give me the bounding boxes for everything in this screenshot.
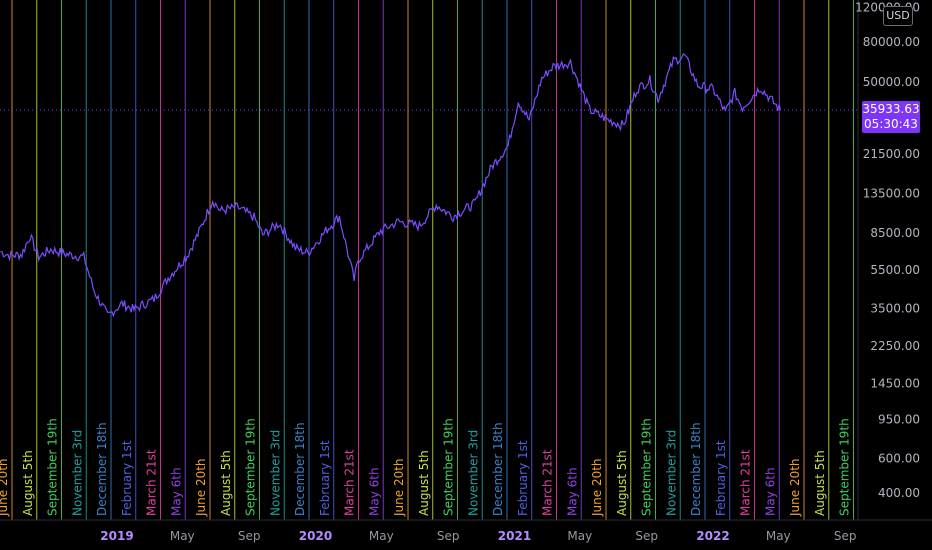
bar-countdown: 05:30:43 — [864, 117, 918, 131]
time-axis[interactable]: 2019 May Sep 2020 May Sep 2021 May Sep 2022 May Sep — [100, 529, 856, 543]
time-tick-year: 2019 — [100, 529, 133, 543]
time-tick-year: 2021 — [498, 529, 531, 543]
cycle-label: November 3rd — [70, 430, 84, 516]
cycle-label: February 1st — [120, 440, 134, 516]
price-tick-label: 21500.00 — [863, 147, 920, 161]
cycle-label: August 5th — [417, 450, 431, 516]
cycle-label: December 18th — [293, 422, 307, 516]
cycle-label: June 20th — [392, 458, 406, 517]
cycle-label: March 21st — [739, 449, 753, 516]
cycle-label: August 5th — [813, 450, 827, 516]
price-axis-background — [858, 0, 932, 520]
last-price-label: 35933.63 05:30:43 — [862, 101, 920, 133]
cycle-label: June 20th — [194, 458, 208, 517]
cycle-labels: June 20th August 5th September 19th Novembe… — [0, 418, 852, 517]
price-tick-label: 400.00 — [878, 486, 920, 500]
cycle-label: September 19th — [838, 418, 852, 516]
time-tick-month: Sep — [834, 529, 857, 543]
time-tick-month: May — [766, 529, 791, 543]
cycle-label: February 1st — [516, 440, 530, 516]
cycle-label: March 21st — [145, 449, 159, 516]
cycle-label: September 19th — [46, 418, 60, 516]
time-axis-background — [0, 520, 932, 550]
cycle-label: August 5th — [219, 450, 233, 516]
currency-button[interactable]: USD — [883, 6, 913, 26]
cycle-label: September 19th — [244, 418, 258, 516]
cycle-label: September 19th — [640, 418, 654, 516]
last-price-value: 35933.63 — [862, 102, 920, 116]
time-tick-month: May — [170, 529, 195, 543]
price-tick-label: 5500.00 — [870, 263, 920, 277]
time-tick-month: Sep — [437, 529, 460, 543]
time-tick-month: May — [567, 529, 592, 543]
time-tick-year: 2022 — [696, 529, 729, 543]
cycle-label: December 18th — [95, 422, 109, 516]
cycle-label: June 20th — [788, 458, 802, 517]
cycle-label: May 6th — [763, 467, 777, 516]
time-tick-month: Sep — [635, 529, 658, 543]
cycle-lines — [11, 0, 854, 520]
price-tick-label: 50000.00 — [863, 75, 920, 89]
cycle-label: May 6th — [169, 467, 183, 516]
price-tick-label: 600.00 — [878, 451, 920, 465]
cycle-label: February 1st — [714, 440, 728, 516]
cycle-label: September 19th — [442, 418, 456, 516]
cycle-label: June 20th — [590, 458, 604, 517]
price-tick-label: 13500.00 — [863, 186, 920, 200]
price-tick-label: 2250.00 — [870, 339, 920, 353]
time-tick-month: Sep — [238, 529, 261, 543]
cycle-label: May 6th — [565, 467, 579, 516]
cycle-label: November 3rd — [268, 430, 282, 516]
cycle-label: March 21st — [343, 449, 357, 516]
cycle-label: August 5th — [21, 450, 35, 516]
cycle-label: December 18th — [689, 422, 703, 516]
cycle-label: March 21st — [541, 449, 555, 516]
cycle-label: February 1st — [318, 440, 332, 516]
price-tick-label: 8500.00 — [870, 226, 920, 240]
cycle-label: June 20th — [0, 458, 10, 517]
time-tick-year: 2020 — [299, 529, 332, 543]
price-tick-label: 950.00 — [878, 412, 920, 426]
price-tick-label: 3500.00 — [870, 301, 920, 315]
cycle-label: December 18th — [491, 422, 505, 516]
price-series-line — [0, 52, 781, 318]
cycle-label: August 5th — [615, 450, 629, 516]
cycle-label: May 6th — [367, 467, 381, 516]
price-tick-label: 80000.00 — [863, 35, 920, 49]
price-tick-label: 1450.00 — [870, 376, 920, 390]
time-tick-month: May — [369, 529, 394, 543]
cycle-label: November 3rd — [664, 430, 678, 516]
cycle-label: November 3rd — [466, 430, 480, 516]
